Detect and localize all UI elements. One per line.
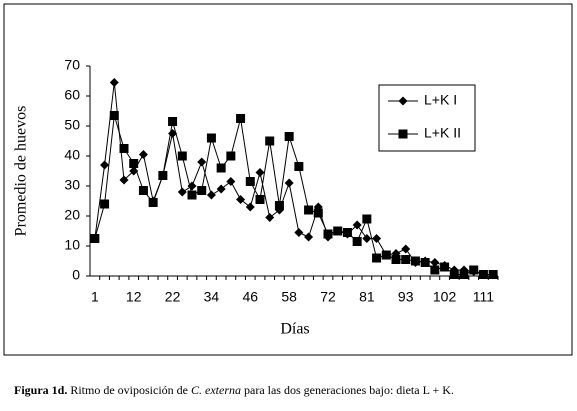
marker-square — [148, 198, 158, 207]
x-tick-label: 22 — [165, 289, 181, 305]
x-axis-title: Días — [280, 321, 309, 338]
marker-square — [398, 129, 408, 139]
caption-text: para las dos generaciones bajo: dieta L … — [241, 383, 454, 397]
marker-diamond — [265, 213, 275, 222]
marker-square — [294, 162, 304, 171]
marker-square — [420, 258, 430, 267]
marker-diamond — [109, 78, 119, 87]
marker-square — [342, 228, 352, 237]
legend-label: L+K II — [424, 125, 461, 141]
caption-species: C. externa — [191, 383, 241, 397]
marker-square — [255, 195, 265, 204]
x-tick-label: 72 — [320, 289, 336, 305]
marker-diamond — [119, 175, 129, 185]
marker-square — [469, 265, 479, 275]
y-tick-label: 70 — [64, 57, 80, 73]
y-tick-label: 50 — [64, 117, 80, 133]
marker-square — [488, 270, 498, 279]
marker-square — [206, 133, 216, 143]
marker-square — [352, 237, 362, 246]
marker-diamond — [197, 157, 207, 167]
marker-square — [440, 262, 450, 272]
y-tick-label: 30 — [64, 177, 80, 193]
marker-square — [313, 208, 323, 218]
marker-square — [381, 250, 391, 260]
marker-square — [478, 270, 488, 279]
y-tick-label: 10 — [64, 237, 80, 253]
marker-diamond — [236, 195, 246, 204]
marker-diamond — [372, 234, 382, 243]
marker-square — [168, 117, 178, 126]
marker-diamond — [226, 177, 236, 186]
marker-square — [333, 226, 343, 236]
marker-square — [197, 186, 207, 195]
marker-square — [109, 111, 119, 120]
marker-diamond — [284, 178, 294, 188]
marker-square — [362, 214, 372, 224]
x-tick-label: 46 — [242, 289, 258, 305]
marker-diamond — [206, 190, 216, 200]
x-tick-label: 111 — [473, 289, 494, 305]
marker-square — [410, 256, 420, 266]
marker-square — [304, 205, 314, 215]
marker-diamond — [294, 228, 304, 237]
marker-square — [401, 255, 411, 264]
marker-diamond — [255, 168, 265, 177]
marker-diamond — [401, 244, 411, 254]
x-tick-label: 81 — [359, 289, 375, 305]
marker-diamond — [362, 234, 372, 243]
marker-diamond — [430, 258, 440, 267]
marker-square — [323, 229, 333, 239]
marker-square — [158, 171, 168, 180]
x-tick-label: 34 — [204, 289, 220, 305]
x-tick-label: 12 — [126, 289, 142, 305]
marker-square — [449, 270, 459, 279]
marker-diamond — [100, 160, 110, 170]
marker-diamond — [304, 232, 314, 242]
caption: Figura 1d. Ritmo de oviposición de C. ex… — [14, 383, 454, 398]
x-tick-label: 102 — [433, 289, 457, 305]
marker-square — [459, 270, 469, 279]
marker-square — [216, 163, 226, 173]
marker-square — [119, 144, 129, 153]
chart: Promedio de huevos Días 0 10 20 30 40 50 60 70 1… — [3, 3, 573, 356]
legend-label: L+K I — [424, 92, 457, 108]
caption-text: Ritmo de oviposición de — [67, 383, 191, 397]
marker-square — [100, 199, 110, 209]
marker-diamond — [177, 187, 187, 197]
marker-square — [265, 136, 275, 146]
marker-diamond — [187, 181, 197, 191]
y-axis-title: Promedio de huevos — [13, 106, 30, 237]
marker-square — [236, 114, 246, 123]
marker-square — [284, 132, 294, 141]
marker-square — [274, 201, 284, 210]
marker-square — [372, 253, 382, 263]
marker-square — [245, 177, 255, 186]
caption-label: Figura 1d. — [14, 383, 68, 397]
marker-diamond — [352, 220, 362, 230]
y-tick-label: 60 — [64, 87, 80, 103]
marker-square — [226, 151, 236, 161]
marker-square — [391, 255, 401, 264]
y-tick-label: 0 — [72, 267, 80, 283]
marker-square — [90, 234, 100, 243]
y-tick-label: 20 — [64, 207, 80, 223]
marker-square — [138, 186, 148, 195]
marker-diamond — [245, 202, 255, 212]
x-tick-label: 93 — [398, 289, 414, 305]
marker-diamond — [216, 184, 226, 194]
marker-square — [430, 265, 440, 275]
marker-diamond — [138, 150, 148, 159]
marker-square — [177, 151, 187, 161]
y-tick-label: 40 — [64, 147, 80, 163]
marker-square — [187, 190, 197, 200]
marker-diamond — [398, 96, 408, 106]
x-tick-label: 58 — [281, 289, 297, 305]
chart-frame — [3, 3, 573, 356]
legend-box — [378, 84, 476, 152]
x-tick-label: 1 — [91, 289, 99, 305]
marker-square — [129, 159, 139, 168]
